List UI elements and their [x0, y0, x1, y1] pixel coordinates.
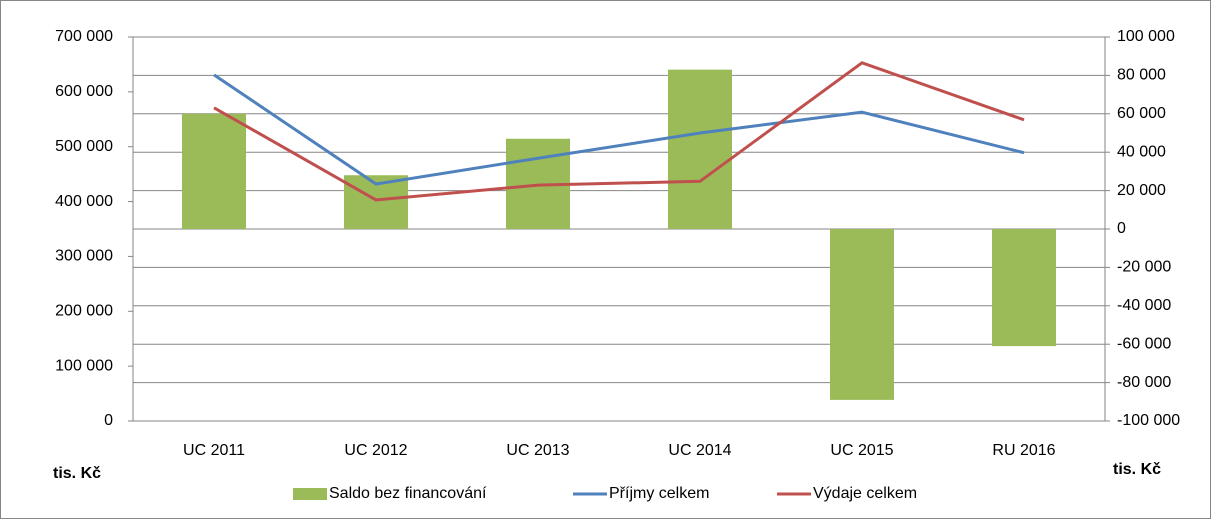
legend-label: Výdaje celkem	[813, 485, 917, 502]
y2-tick-label: 60 000	[1117, 105, 1166, 122]
y-tick-label: 100 000	[55, 357, 113, 374]
x-tick-label: UC 2014	[668, 442, 731, 459]
legend-label: Příjmy celkem	[609, 485, 709, 502]
y-tick-label: 0	[104, 412, 113, 429]
y2-axis-label: tis. Kč	[1113, 461, 1161, 478]
legend-label: Saldo bez financování	[329, 485, 487, 502]
bar	[992, 229, 1056, 347]
y2-tick-label: 20 000	[1117, 182, 1166, 199]
y2-tick-label: -80 000	[1117, 374, 1171, 391]
y-axis-label: tis. Kč	[53, 465, 101, 482]
y-tick-label: 600 000	[55, 83, 113, 100]
y-tick-label: 700 000	[55, 28, 113, 45]
y2-tick-label: -20 000	[1117, 259, 1171, 276]
legend-swatch	[293, 488, 327, 500]
y2-tick-label: -40 000	[1117, 297, 1171, 314]
y2-tick-label: 100 000	[1117, 28, 1175, 45]
x-tick-label: UC 2012	[344, 442, 407, 459]
x-tick-label: UC 2011	[183, 442, 245, 459]
bar	[668, 69, 732, 229]
y2-tick-label: -100 000	[1117, 412, 1180, 429]
y2-tick-label: 80 000	[1117, 67, 1166, 84]
y2-tick-label: -60 000	[1117, 335, 1171, 352]
x-tick-label: UC 2015	[830, 442, 893, 459]
line	[213, 73, 1025, 186]
y2-tick-label: 40 000	[1117, 143, 1166, 160]
y2-tick-label: 0	[1117, 220, 1126, 237]
bar	[830, 229, 894, 400]
y-tick-label: 500 000	[55, 138, 113, 155]
line	[213, 61, 1025, 202]
x-tick-label: RU 2016	[992, 442, 1055, 459]
x-tick-label: UC 2013	[506, 442, 569, 459]
bar	[182, 113, 246, 229]
y-tick-label: 300 000	[55, 248, 113, 265]
y-tick-label: 400 000	[55, 193, 113, 210]
y-tick-label: 200 000	[55, 303, 113, 320]
